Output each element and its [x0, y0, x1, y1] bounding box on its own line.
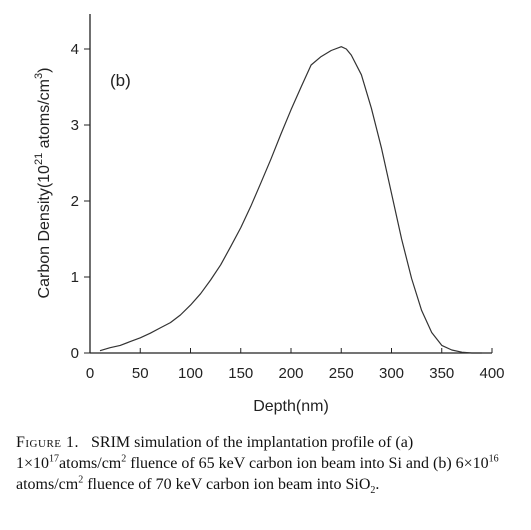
x-tick-label: 250 [329, 365, 354, 382]
caption-part-5: fluence of 70 keV carbon ion beam into S… [83, 476, 371, 493]
panel-label: (b) [110, 71, 131, 90]
caption-exp-3: 16 [488, 453, 499, 465]
series-group [99, 46, 482, 354]
plot-frame [89, 14, 492, 354]
y-tick-label: 1 [71, 269, 79, 286]
caption-part-2: atoms/cm [59, 455, 122, 472]
caption-exp-2: 2 [121, 453, 127, 465]
x-tick-label: 150 [228, 365, 253, 382]
y-tick-label: 2 [71, 193, 79, 210]
x-tick-label: 100 [178, 365, 203, 382]
y-label-end: ) [36, 68, 53, 73]
caption-part-1: SRIM simulation of the implantation prof… [16, 434, 414, 472]
caption-part-6: . [375, 476, 380, 493]
caption-exp-4: 2 [78, 474, 84, 486]
y-label-exp: 21 [33, 153, 45, 165]
y-ticks: 0 1 2 3 4 [71, 41, 90, 362]
x-ticks: 0 50 100 150 200 250 300 350 400 [86, 348, 505, 382]
caption-sub-5: 2 [370, 485, 376, 497]
caption-part-3: fluence of 65 keV carbon ion beam into S… [126, 455, 489, 472]
y-label-exp2: 3 [33, 73, 45, 79]
y-axis-label: Carbon Density(1021 atoms/cm3) [33, 68, 53, 299]
caption-label: Figure 1. [16, 434, 80, 451]
y-label-mid: atoms/cm [36, 79, 53, 153]
x-tick-label: 350 [429, 365, 454, 382]
x-tick-label: 200 [278, 365, 303, 382]
x-tick-label: 400 [479, 365, 504, 382]
caption-exp-1: 17 [49, 453, 60, 465]
y-label-base: Carbon Density(10 [36, 165, 53, 299]
series-line [99, 46, 482, 354]
x-axis-label: Depth(nm) [253, 398, 329, 415]
x-tick-label: 300 [379, 365, 404, 382]
figure-caption: Figure 1. SRIM simulation of the implant… [16, 432, 526, 497]
x-tick-label: 50 [132, 365, 149, 382]
y-tick-label: 0 [71, 345, 79, 362]
y-tick-label: 4 [71, 41, 79, 58]
y-tick-label: 3 [71, 117, 79, 134]
caption-part-4: atoms/cm [16, 476, 79, 493]
x-tick-label: 0 [86, 365, 94, 382]
